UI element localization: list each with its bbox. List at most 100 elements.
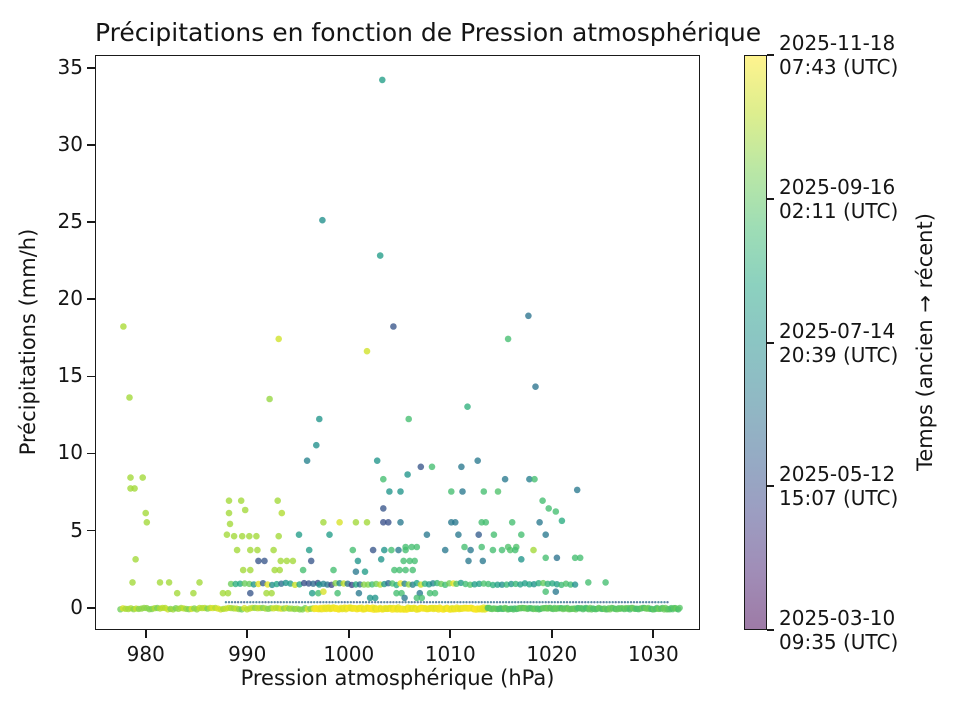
scatter-point <box>518 531 525 538</box>
scatter-point <box>275 335 282 343</box>
scatter-point <box>277 557 284 565</box>
scatter-point <box>456 601 459 604</box>
scatter-point <box>299 566 307 574</box>
scatter-point <box>508 519 516 526</box>
scatter-point <box>590 601 593 604</box>
scatter-point <box>238 532 246 540</box>
scatter-point <box>494 488 502 495</box>
scatter-point <box>236 601 240 604</box>
scatter-point <box>328 601 331 604</box>
colorbar-gradient <box>745 56 766 629</box>
scatter-point <box>291 601 295 604</box>
scatter-point <box>241 580 248 587</box>
scatter-point <box>544 580 551 587</box>
scatter-point <box>319 216 326 224</box>
scatter-point <box>542 588 549 595</box>
scatter-point <box>492 601 496 604</box>
scatter-point <box>252 601 255 604</box>
scatter-point <box>483 601 486 604</box>
scatter-point <box>405 415 413 423</box>
colorbar-tick <box>767 54 774 56</box>
scatter-point <box>143 519 151 526</box>
scatter-point <box>506 546 514 554</box>
colorbar-tick-label: 2025-07-14 20:39 (UTC) <box>779 318 899 367</box>
scatter-point <box>523 601 526 604</box>
scatter-point <box>315 589 322 597</box>
scatter-point <box>400 557 407 565</box>
scatter-point <box>225 497 233 505</box>
scatter-point <box>431 589 439 597</box>
scatter-point <box>526 581 533 588</box>
scatter-point <box>455 531 462 538</box>
y-tick-label: 30 <box>57 132 83 157</box>
scatter-point <box>390 323 397 330</box>
scatter-point <box>422 601 426 604</box>
scatter-point <box>346 601 349 604</box>
chart-title: Précipitations en fonction de Pression a… <box>95 18 762 47</box>
scatter-point <box>278 509 286 517</box>
x-tick-label: 990 <box>228 642 267 666</box>
scatter-point <box>626 601 630 604</box>
scatter-point <box>406 557 414 565</box>
scatter-point <box>273 601 276 604</box>
scatter-point <box>361 568 369 575</box>
scatter-point <box>611 601 614 604</box>
scatter-point <box>276 601 279 604</box>
scatter-point <box>363 347 371 355</box>
y-tick-label: 35 <box>57 55 83 80</box>
scatter-point <box>303 457 311 465</box>
x-tick <box>144 630 147 638</box>
scatter-point <box>364 601 368 604</box>
scatter-point <box>258 601 261 604</box>
scatter-point <box>223 531 231 538</box>
scatter-point <box>285 601 288 604</box>
scatter-point <box>593 601 596 604</box>
scatter-point <box>525 312 532 320</box>
scatter-point <box>243 601 246 604</box>
scatter-point <box>369 546 377 554</box>
scatter-point <box>352 519 360 526</box>
scatter-point <box>313 441 320 449</box>
scatter-point <box>568 601 572 604</box>
scatter-point <box>307 557 315 565</box>
scatter-point <box>441 546 449 554</box>
scatter-point <box>331 601 334 604</box>
scatter-point <box>273 580 280 588</box>
colorbar-tick-label: 2025-09-16 02:11 (UTC) <box>779 174 899 223</box>
scatter-point <box>334 601 337 604</box>
scatter-point <box>495 601 499 604</box>
scatter-point <box>408 543 416 551</box>
scatter-point <box>295 531 303 538</box>
scatter-point <box>605 601 608 604</box>
scatter-point <box>349 546 357 554</box>
scatter-point <box>266 395 273 403</box>
y-axis-label: Précipitations (mm/h) <box>16 228 40 456</box>
scatter-point <box>380 475 387 483</box>
scatter-point <box>270 601 273 604</box>
scatter-point <box>553 601 556 604</box>
scatter-point <box>389 601 392 604</box>
scatter-point <box>263 589 270 597</box>
scatter-point <box>477 601 480 604</box>
scatter-point <box>224 601 228 604</box>
scatter-point <box>507 601 511 604</box>
scatter-point <box>255 601 258 604</box>
x-axis-label: Pression atmosphérique (hPa) <box>240 666 555 690</box>
scatter-point <box>651 601 654 604</box>
scatter-point <box>459 601 462 604</box>
scatter-point <box>316 415 323 423</box>
scatter-point <box>230 532 238 540</box>
scatter-point <box>120 323 127 330</box>
scatter-point <box>397 488 404 495</box>
scatter-point <box>498 601 502 604</box>
scatter-point <box>657 601 660 604</box>
scatter-point <box>270 546 277 554</box>
scatter-point <box>556 601 560 604</box>
scatter-point <box>377 601 380 604</box>
scatter-point <box>225 509 233 517</box>
scatter-point <box>602 579 609 586</box>
scatter-point <box>530 546 537 554</box>
scatter-point <box>391 566 398 574</box>
scatter-point <box>401 594 408 602</box>
scatter-point <box>638 601 642 604</box>
